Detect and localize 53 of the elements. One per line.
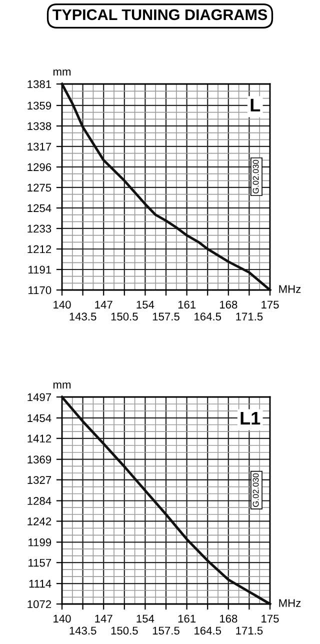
x-tick-label: 140 <box>54 300 71 309</box>
annotation: L <box>250 98 260 112</box>
chart-title: TYPICAL TUNING DIAGRAMS <box>52 9 268 20</box>
y-tick-label: 1114 <box>29 580 52 588</box>
x2-tick-label: 157.5 <box>152 626 180 635</box>
x-tick-label: 154 <box>136 300 154 309</box>
x-tick-label: 161 <box>178 614 196 623</box>
y-tick-label: 1072 <box>28 600 52 608</box>
x-tick-label: 140 <box>54 614 71 623</box>
annotation: G.02.030 <box>252 473 259 507</box>
y-axis-title: mm <box>53 70 71 76</box>
y-tick-label: 1242 <box>28 517 52 526</box>
y-tick-label: 1327 <box>28 476 52 484</box>
y-tick-label: 1317 <box>28 142 52 151</box>
y-tick-label: 1454 <box>28 414 52 422</box>
y-tick-label: 1275 <box>28 184 52 192</box>
y-tick-label: 1157 <box>28 558 52 567</box>
y-tick-label: 1254 <box>28 204 52 212</box>
y-tick-label: 1233 <box>28 224 52 233</box>
x-tick-label: 175 <box>262 300 279 309</box>
y-tick-label: 1369 <box>28 456 52 464</box>
y-tick-label: 1199 <box>28 538 52 546</box>
x-tick-label: 168 <box>220 614 238 623</box>
y-tick-label: 1412 <box>28 434 52 442</box>
y-tick-label: 1497 <box>28 393 52 402</box>
x-tick-label: 168 <box>220 300 238 309</box>
x2-tick-label: 157.5 <box>152 312 180 321</box>
y-tick-label: 1359 <box>28 102 52 110</box>
y-axis-title: mm <box>53 382 71 388</box>
x-tick-label: 147 <box>95 614 112 622</box>
y-tick-label: 1212 <box>28 245 52 254</box>
x2-tick-label: 150.5 <box>111 626 138 635</box>
y-tick-label: 1338 <box>28 122 52 130</box>
y-tick-label: 1381 <box>28 80 52 88</box>
y-tick-label: 1284 <box>28 497 52 505</box>
annotation: L1 <box>240 412 260 424</box>
x2-tick-label: 164.5 <box>194 626 222 635</box>
x2-tick-label: 143.5 <box>70 312 96 321</box>
x2-tick-label: 164.5 <box>194 312 222 321</box>
x2-tick-label: 171.5 <box>236 312 263 321</box>
x2-tick-label: 171.5 <box>236 626 263 635</box>
x-tick-label: 175 <box>262 614 279 623</box>
y-tick-label: 1296 <box>28 163 52 172</box>
x2-tick-label: 150.5 <box>111 312 138 321</box>
x-tick-label: 154 <box>136 614 154 623</box>
x-tick-label: 147 <box>95 300 112 308</box>
y-tick-label: 1191 <box>28 266 52 274</box>
y-tick-label: 1170 <box>28 286 52 294</box>
x-axis-title: MHz <box>279 599 301 607</box>
x-axis-title: MHz <box>279 285 301 293</box>
annotation: G.02.030 <box>252 160 259 194</box>
x-tick-label: 161 <box>178 300 196 309</box>
x2-tick-label: 143.5 <box>70 626 96 635</box>
